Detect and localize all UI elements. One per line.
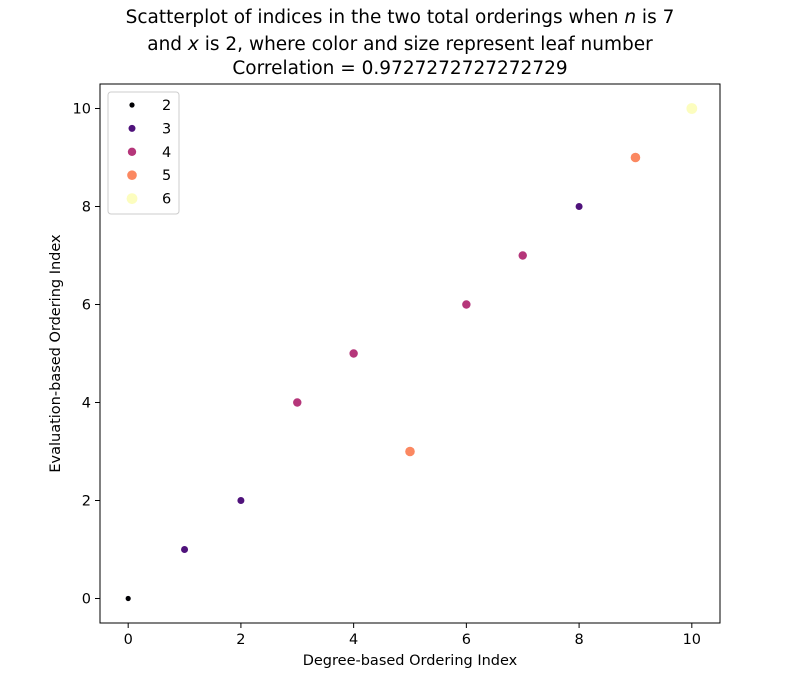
legend-label: 2 <box>162 98 171 114</box>
x-tick-label: 2 <box>236 632 245 648</box>
legend-label: 4 <box>162 145 171 161</box>
legend-marker <box>127 170 137 180</box>
x-axis-label: Degree-based Ordering Index <box>303 653 518 669</box>
data-point <box>630 152 641 163</box>
data-point <box>349 349 358 358</box>
data-point <box>405 446 415 457</box>
legend: 2 3 4 5 6 <box>107 91 180 215</box>
x-tick-label: 10 <box>683 632 701 648</box>
data-point <box>686 103 698 114</box>
x-tick-label: 8 <box>574 632 583 648</box>
axes-layer: 0 2 4 6 8 10 0 2 4 6 8 10 Degree-based Ordering Inde… <box>48 83 721 669</box>
y-tick-label: 0 <box>82 592 91 608</box>
data-point <box>125 595 131 602</box>
y-tick-label: 2 <box>82 494 91 510</box>
data-point <box>237 497 245 504</box>
x-tick-label: 4 <box>349 632 358 648</box>
points-layer <box>125 103 698 602</box>
y-axis-label: Evaluation-based Ordering Index <box>48 234 64 473</box>
data-point <box>575 203 583 210</box>
y-tick-label: 8 <box>82 200 91 216</box>
data-point <box>293 398 302 407</box>
data-point <box>462 300 471 309</box>
data-point <box>518 251 527 260</box>
legend-marker <box>129 102 135 108</box>
y-tick-label: 6 <box>82 298 91 314</box>
chart-title-line-2: and x is 2, where color and size represe… <box>147 34 653 55</box>
legend-marker <box>127 147 137 156</box>
legend-marker <box>126 193 138 205</box>
legend-marker <box>128 124 136 132</box>
chart-title-line-3: Correlation = 0.9727272727272729 <box>232 58 568 79</box>
legend-label: 5 <box>162 168 171 184</box>
plot-frame <box>99 83 721 624</box>
x-tick-label: 6 <box>462 632 471 648</box>
legend-box <box>107 91 180 215</box>
legend-label: 3 <box>162 121 171 137</box>
x-tick-label: 0 <box>124 632 133 648</box>
y-tick-label: 4 <box>82 396 91 412</box>
data-point <box>181 546 189 553</box>
y-tick-label: 10 <box>73 102 91 118</box>
legend-label: 6 <box>162 192 171 208</box>
chart-title-line-1: Scatterplot of indices in the two total … <box>125 7 675 28</box>
